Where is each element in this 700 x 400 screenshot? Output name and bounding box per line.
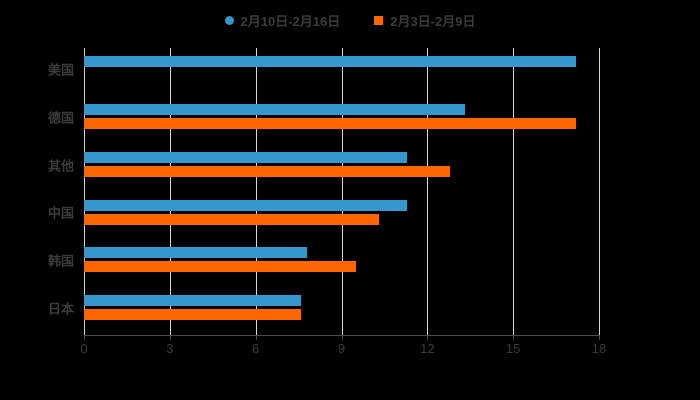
bar[interactable] (84, 117, 577, 129)
bar-group (84, 144, 599, 192)
legend-label-series-0: 2月10日-2月16日 (240, 13, 341, 29)
y-axis-category-label: 美国 (47, 62, 74, 78)
bar[interactable] (84, 199, 408, 211)
legend-marker-square-icon (374, 15, 384, 25)
bar[interactable] (84, 247, 308, 259)
gridline-6 (255, 48, 257, 335)
gridline-15 (513, 48, 515, 335)
bar[interactable] (84, 103, 465, 115)
y-axis-category-label: 日本 (47, 301, 74, 317)
x-tick-label-0: 0 (80, 341, 88, 356)
bar[interactable] (84, 213, 379, 225)
x-tick-label-3: 3 (166, 341, 174, 356)
x-tick-label-18: 18 (591, 341, 607, 356)
gridline-12 (427, 48, 429, 335)
y-axis-category-label: 德国 (47, 110, 74, 126)
y-axis-line (84, 48, 85, 335)
bar[interactable] (84, 56, 577, 67)
bar[interactable] (84, 309, 302, 321)
bar-group (84, 48, 599, 96)
legend-label-series-1: 2月3日-2月9日 (390, 13, 476, 29)
x-tick-mark-12 (427, 335, 429, 340)
bar-group (84, 239, 599, 287)
bar-group (84, 287, 599, 335)
y-axis-category-label: 中国 (47, 205, 74, 221)
gridline-18 (599, 48, 600, 335)
bar[interactable] (84, 151, 408, 163)
legend-item-series-1[interactable]: 2月3日-2月9日 (374, 11, 475, 30)
legend-item-series-0[interactable]: 2月10日-2月16日 (224, 11, 341, 30)
bar-group (84, 192, 599, 240)
x-tick-label-6: 6 (252, 341, 260, 356)
x-tick-mark-6 (255, 335, 257, 340)
bar-group (84, 96, 599, 144)
x-tick-label-12: 12 (420, 341, 435, 356)
bar[interactable] (84, 165, 451, 177)
bar[interactable] (84, 295, 302, 307)
x-tick-mark-9 (341, 335, 343, 340)
y-axis-category-label: 韩国 (47, 253, 74, 269)
bar[interactable] (84, 261, 356, 273)
chart-legend: 2月10日-2月16日 2月3日-2月9日 (0, 8, 700, 32)
x-tick-label-15: 15 (505, 341, 521, 356)
x-tick-label-9: 9 (337, 341, 346, 356)
gridline-3 (169, 48, 171, 335)
x-tick-mark-3 (169, 335, 171, 340)
x-tick-mark-0 (84, 335, 85, 340)
x-tick-mark-18 (599, 335, 600, 340)
x-tick-mark-15 (513, 335, 515, 340)
plot-area (84, 48, 600, 335)
gridline-9 (341, 48, 343, 335)
legend-marker-circle-icon (224, 15, 234, 25)
y-axis-category-label: 其他 (47, 158, 74, 174)
